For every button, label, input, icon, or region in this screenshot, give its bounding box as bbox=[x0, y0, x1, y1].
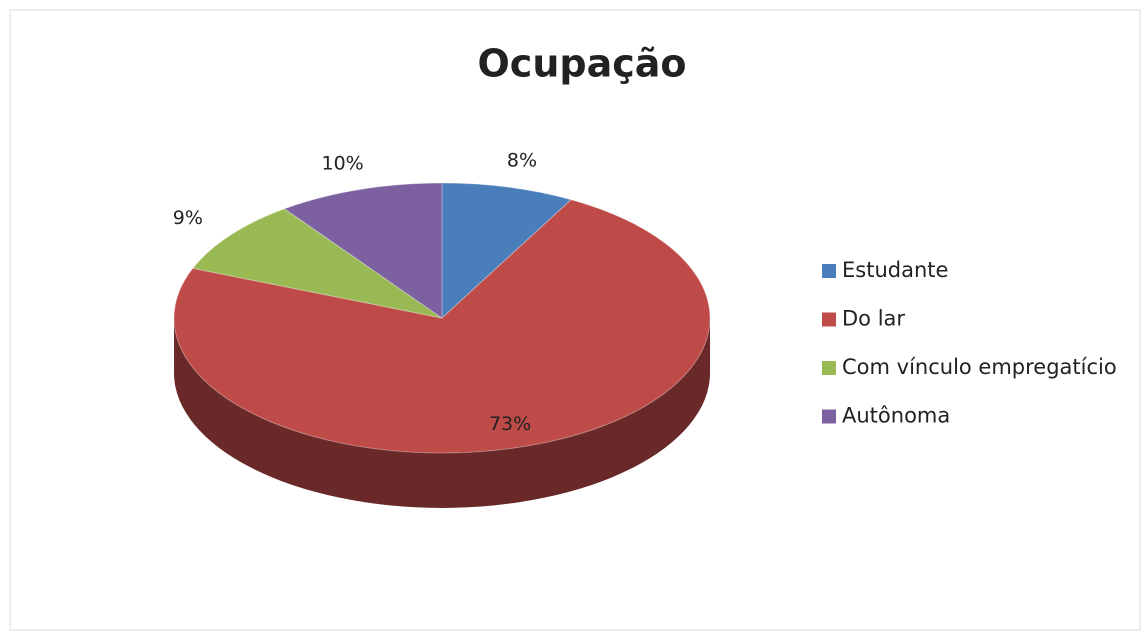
legend-swatch bbox=[822, 409, 836, 424]
data-label: 9% bbox=[173, 207, 203, 229]
slice bbox=[441, 182, 573, 320]
data-label: 10% bbox=[322, 152, 364, 174]
legend-swatch bbox=[822, 361, 836, 375]
slice bbox=[191, 208, 443, 319]
slice bbox=[173, 199, 711, 454]
legend-label: Autônoma bbox=[842, 404, 950, 428]
chart-title: Ocupação bbox=[478, 42, 687, 86]
legend-swatch bbox=[822, 312, 836, 327]
legend-swatch bbox=[822, 264, 836, 278]
data-label: 8% bbox=[507, 150, 537, 172]
data-label: 73% bbox=[489, 413, 531, 435]
legend-label: Estudante bbox=[842, 258, 948, 282]
legend-label: Do lar bbox=[842, 307, 905, 331]
slice-side bbox=[174, 318, 710, 508]
legend-label: Com vínculo empregatício bbox=[842, 355, 1117, 379]
slice bbox=[283, 182, 443, 319]
